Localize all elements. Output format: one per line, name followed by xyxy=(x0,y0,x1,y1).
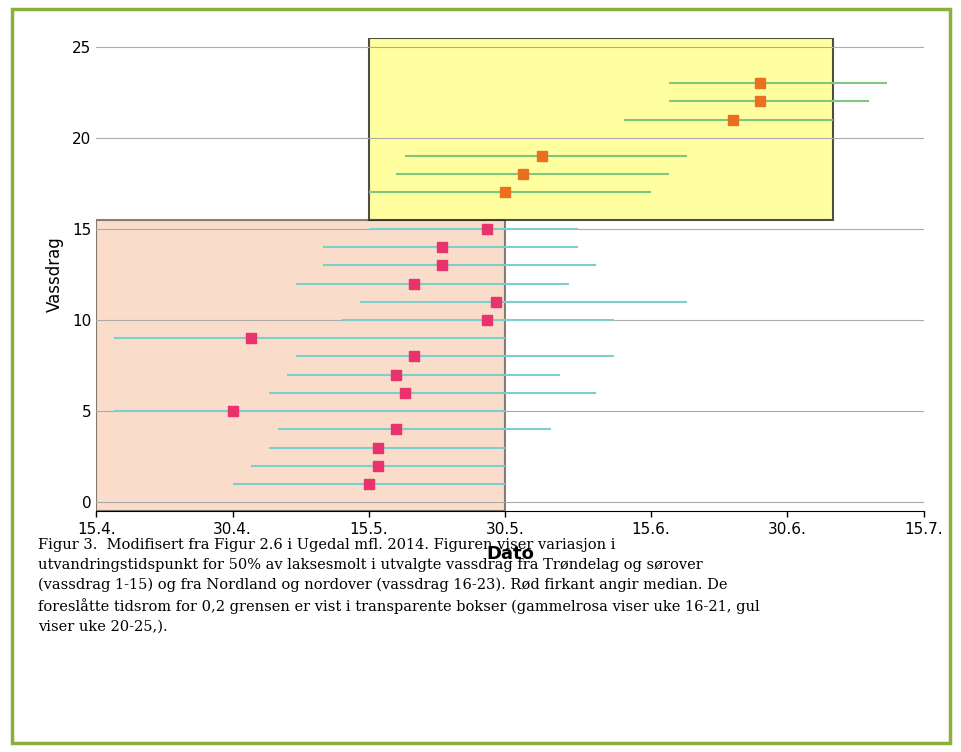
Y-axis label: Vassdrag: Vassdrag xyxy=(46,237,63,312)
Bar xyxy=(369,38,831,220)
Bar xyxy=(96,220,505,511)
X-axis label: Dato: Dato xyxy=(485,545,533,563)
Text: Figur 3.  Modifisert fra Figur 2.6 i Ugedal mfl. 2014. Figuren viser variasjon i: Figur 3. Modifisert fra Figur 2.6 i Uged… xyxy=(38,538,759,633)
